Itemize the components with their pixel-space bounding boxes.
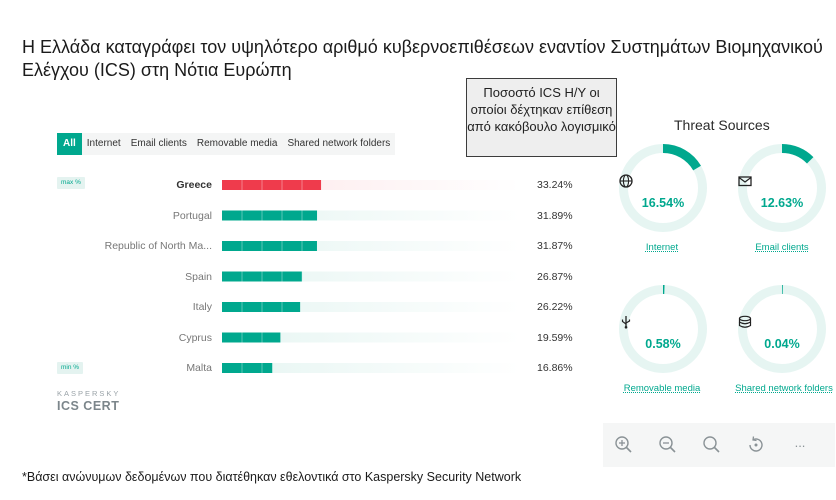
source-link-internet[interactable]: Internet (645, 242, 679, 253)
bar-track (222, 271, 520, 282)
donut-arc (738, 144, 826, 232)
bar-track (222, 180, 520, 190)
donut-ring (619, 144, 707, 232)
value-label: 33.24% (537, 179, 573, 191)
donut-shared-network-folders[interactable]: 0.04% (738, 285, 826, 373)
donut-arc (738, 285, 826, 373)
donut-ring (619, 285, 707, 373)
source-link-email-clients[interactable]: Email clients (755, 242, 809, 253)
zoom-out-icon[interactable] (657, 434, 679, 456)
value-label: 31.89% (537, 209, 573, 222)
donut-ring (738, 285, 826, 373)
more-icon[interactable]: ... (794, 435, 806, 450)
donut-value: 0.04% (764, 337, 800, 351)
tab-email-clients[interactable]: Email clients (130, 138, 187, 149)
value-label: 26.87% (537, 270, 573, 283)
source-link-removable-media[interactable]: Removable media (623, 383, 701, 394)
donut-arc (619, 285, 707, 373)
value-label: 26.22% (537, 301, 573, 313)
category-label: Portugal (172, 209, 212, 222)
value-label: 19.59% (537, 331, 573, 344)
tab-internet[interactable]: Internet (86, 138, 121, 149)
bar[interactable] (222, 363, 273, 373)
kaspersky-logo: KASPERSKY (57, 389, 121, 398)
category-label: Italy (192, 301, 212, 313)
tab-removable-media[interactable]: Removable media (196, 138, 278, 149)
donut-value: 0.58% (645, 337, 681, 351)
metric-tooltip: Ποσοστό ICS Η/Υ οι οποίοι δέχτηκαν επίθε… (466, 78, 617, 157)
min-badge: min % (57, 362, 84, 374)
footnote: *Βάσει ανώνυμων δεδομένων που διατέθηκαν… (22, 470, 522, 484)
bar[interactable] (222, 302, 301, 312)
category-label: Malta (186, 362, 212, 374)
category-label: Greece (176, 179, 212, 191)
zoom-in-icon[interactable] (613, 434, 635, 456)
donut-value: 16.54% (641, 196, 685, 210)
donut-value: 12.63% (760, 196, 804, 210)
donut-arc (619, 144, 707, 232)
category-label: Cyprus (178, 331, 212, 344)
bar-track (222, 363, 520, 373)
bar-track (222, 241, 520, 251)
ics-cert-logo: ICS CERT (57, 399, 120, 413)
bar[interactable] (222, 332, 281, 343)
threat-sources-title: Threat Sources (674, 117, 770, 133)
tab-all[interactable]: All (57, 133, 82, 155)
max-badge: max % (57, 177, 85, 189)
bar[interactable] (222, 271, 303, 282)
search-icon[interactable] (701, 434, 723, 456)
bar[interactable] (222, 241, 317, 251)
bar[interactable] (222, 210, 318, 221)
category-label: Republic of North Ma... (104, 240, 212, 252)
bar-track (222, 302, 520, 312)
source-link-shared-network-folders[interactable]: Shared network folders (735, 383, 833, 394)
value-label: 31.87% (537, 240, 573, 252)
donut-removable-media[interactable]: 0.58% (619, 285, 707, 373)
bar[interactable] (222, 180, 322, 190)
reset-icon[interactable] (745, 434, 767, 456)
value-label: 16.86% (537, 362, 573, 374)
page-title: Η Ελλάδα καταγράφει τον υψηλότερο αριθμό… (22, 37, 823, 80)
filter-tabs: All Internet Email clients Removable med… (57, 133, 396, 155)
tab-shared-network-folders[interactable]: Shared network folders (287, 138, 391, 149)
donut-internet[interactable]: 16.54% (619, 144, 707, 232)
donut-ring (738, 144, 826, 232)
bar-track (222, 332, 520, 343)
map-toolbar: ... (603, 423, 835, 467)
donut-email-clients[interactable]: 12.63% (738, 144, 826, 232)
category-label: Spain (185, 270, 212, 283)
bar-track (222, 210, 520, 221)
